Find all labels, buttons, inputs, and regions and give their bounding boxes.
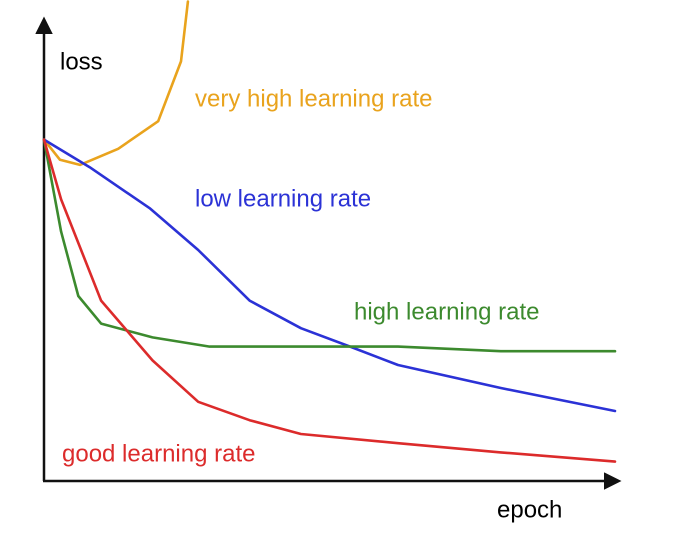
y-axis-label: loss [60,48,103,75]
series-label: very high learning rate [195,85,432,112]
series-label: high learning rate [354,298,539,325]
curve [42,138,617,353]
series-label: good learning rate [62,440,255,467]
curve [42,138,617,413]
curve [42,138,617,463]
x-axis-label: epoch [497,496,562,523]
curve [42,0,190,167]
series-label: low learning rate [195,185,371,212]
